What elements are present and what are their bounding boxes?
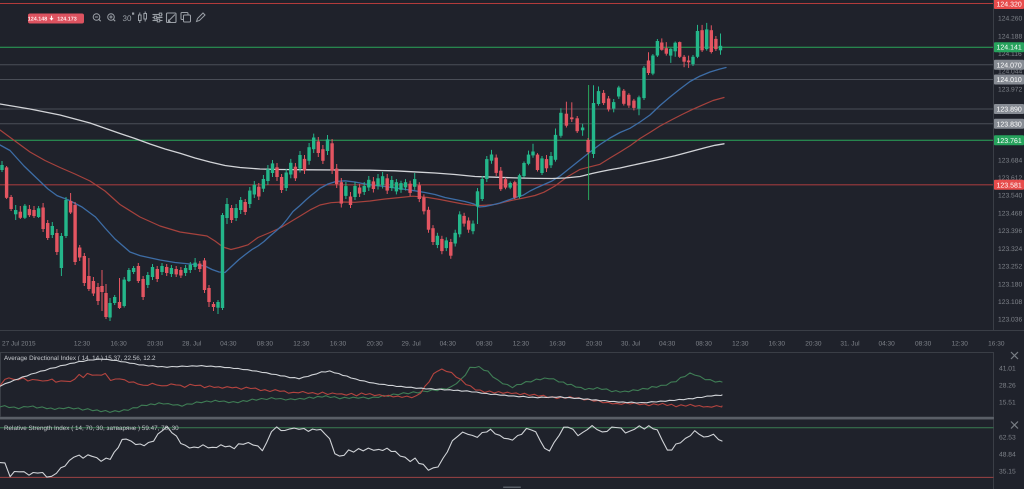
svg-text:124.260: 124.260 [998, 15, 1022, 23]
svg-text:35.15: 35.15 [999, 468, 1016, 476]
svg-text:27 Jul 2015: 27 Jul 2015 [2, 339, 36, 347]
svg-text:16:30: 16:30 [330, 339, 346, 347]
svg-text:124.044: 124.044 [998, 68, 1022, 76]
svg-text:16:30: 16:30 [988, 339, 1004, 347]
svg-text:124.188: 124.188 [998, 32, 1022, 40]
svg-text:123.972: 123.972 [998, 86, 1022, 94]
svg-text:123.396: 123.396 [998, 227, 1022, 235]
svg-text:124.010: 124.010 [997, 76, 1022, 84]
svg-text:124.116: 124.116 [998, 50, 1022, 58]
svg-text:31. Jul: 31. Jul [840, 339, 859, 347]
svg-text:29. Jul: 29. Jul [402, 339, 421, 347]
svg-text:123.468: 123.468 [998, 209, 1022, 217]
svg-text:123.324: 123.324 [998, 245, 1022, 253]
svg-text:124.070: 124.070 [997, 61, 1022, 69]
svg-text:124.141: 124.141 [997, 43, 1022, 51]
svg-text:123.581: 123.581 [997, 181, 1022, 189]
svg-text:28.26: 28.26 [999, 381, 1016, 389]
svg-text:124.320: 124.320 [997, 0, 1022, 8]
svg-text:48.84: 48.84 [999, 451, 1016, 459]
svg-text:04:30: 04:30 [659, 339, 675, 347]
svg-text:15.51: 15.51 [999, 398, 1016, 406]
svg-text:04:30: 04:30 [440, 339, 456, 347]
svg-text:20:30: 20:30 [586, 339, 602, 347]
svg-text:04:30: 04:30 [220, 339, 236, 347]
svg-text:12:30: 12:30 [952, 339, 968, 347]
svg-text:08:30: 08:30 [696, 339, 712, 347]
svg-text:123.684: 123.684 [998, 156, 1022, 164]
svg-text:08:30: 08:30 [915, 339, 931, 347]
svg-text:123.612: 123.612 [998, 174, 1022, 182]
svg-text:123.180: 123.180 [998, 280, 1022, 288]
svg-text:62.53: 62.53 [999, 434, 1016, 442]
svg-text:20:30: 20:30 [147, 339, 163, 347]
svg-text:20:30: 20:30 [805, 339, 821, 347]
svg-text:123.761: 123.761 [997, 136, 1022, 144]
svg-text:30. Jul: 30. Jul [621, 339, 640, 347]
svg-text:30: 30 [123, 15, 132, 24]
svg-text:12:30: 12:30 [74, 339, 90, 347]
svg-text:124.148: 124.148 [28, 16, 48, 22]
svg-text:124.173: 124.173 [57, 16, 77, 22]
svg-text:123.108: 123.108 [998, 298, 1022, 306]
svg-text:123.036: 123.036 [998, 316, 1022, 324]
svg-text:20:30: 20:30 [366, 339, 382, 347]
svg-text:12:30: 12:30 [732, 339, 748, 347]
svg-text:12:30: 12:30 [513, 339, 529, 347]
svg-text:12:30: 12:30 [293, 339, 309, 347]
svg-text:Average Directional Index ( 14: Average Directional Index ( 14, 14 ) 15.… [4, 354, 155, 361]
svg-text:123.252: 123.252 [998, 263, 1022, 271]
svg-text:41.01: 41.01 [999, 364, 1016, 372]
svg-text:04:30: 04:30 [878, 339, 894, 347]
svg-text:08:30: 08:30 [476, 339, 492, 347]
svg-text:16:30: 16:30 [110, 339, 126, 347]
svg-text:Relative Strength Index ( 14,: Relative Strength Index ( 14, 70, 30, за… [4, 424, 179, 431]
svg-text:28. Jul: 28. Jul [182, 339, 201, 347]
svg-text:123.890: 123.890 [997, 105, 1022, 113]
svg-text:08:30: 08:30 [257, 339, 273, 347]
svg-text:123.540: 123.540 [998, 192, 1022, 200]
svg-text:16:30: 16:30 [769, 339, 785, 347]
svg-text:123.830: 123.830 [997, 120, 1022, 128]
svg-text:16:30: 16:30 [549, 339, 565, 347]
